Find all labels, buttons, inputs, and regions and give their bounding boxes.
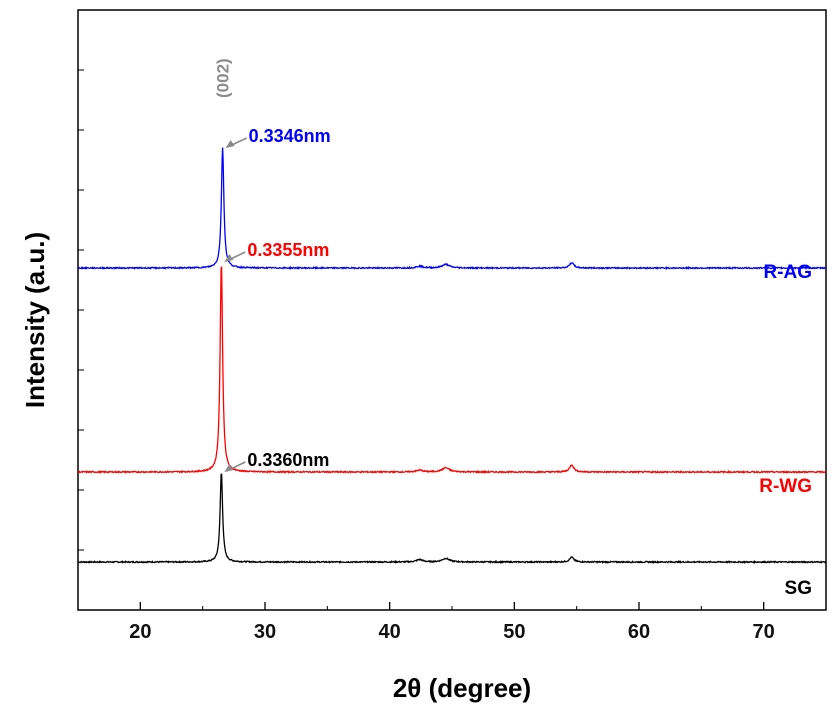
minor-ticks <box>77 606 827 610</box>
annotation-layer: SG 0.3360nm R-WG 0.3355nm R-AG 0.3346nm (002) <box>214 58 812 599</box>
y-axis-ticks <box>78 69 84 551</box>
annotation-arrowhead-r-wg <box>224 254 234 262</box>
annotation-label-r-wg: 0.3355nm <box>247 240 329 260</box>
x-tick-label: 50 <box>503 621 525 643</box>
plot-frame <box>77 9 827 611</box>
annotation-label-sg: 0.3360nm <box>247 450 329 470</box>
x-axis-title: 2θ (degree) <box>393 673 531 703</box>
x-tick-label: 60 <box>628 621 650 643</box>
x-tick-label: 30 <box>254 621 276 643</box>
series-layer <box>77 147 827 565</box>
x-tick-label: 70 <box>753 621 775 643</box>
series-line-sg <box>77 473 827 565</box>
annotation-arrowhead-r-ag <box>225 140 235 148</box>
x-tick-label: 20 <box>129 621 151 643</box>
series-label-r-ag: R-AG <box>763 262 812 283</box>
annotation-arrowhead-sg <box>224 464 234 472</box>
series-line-r-wg <box>77 265 827 475</box>
series-label-sg: SG <box>785 578 812 599</box>
x-axis-ticks: 20 30 40 50 60 70 <box>129 602 775 643</box>
x-tick-label: 40 <box>379 621 401 643</box>
y-axis-title: Intensity (a.u.) <box>20 232 50 408</box>
series-label-r-wg: R-WG <box>759 476 812 497</box>
plane-label-002: (002) <box>214 58 233 98</box>
annotation-label-r-ag: 0.3346nm <box>249 126 331 146</box>
series-line-r-ag <box>77 147 827 271</box>
